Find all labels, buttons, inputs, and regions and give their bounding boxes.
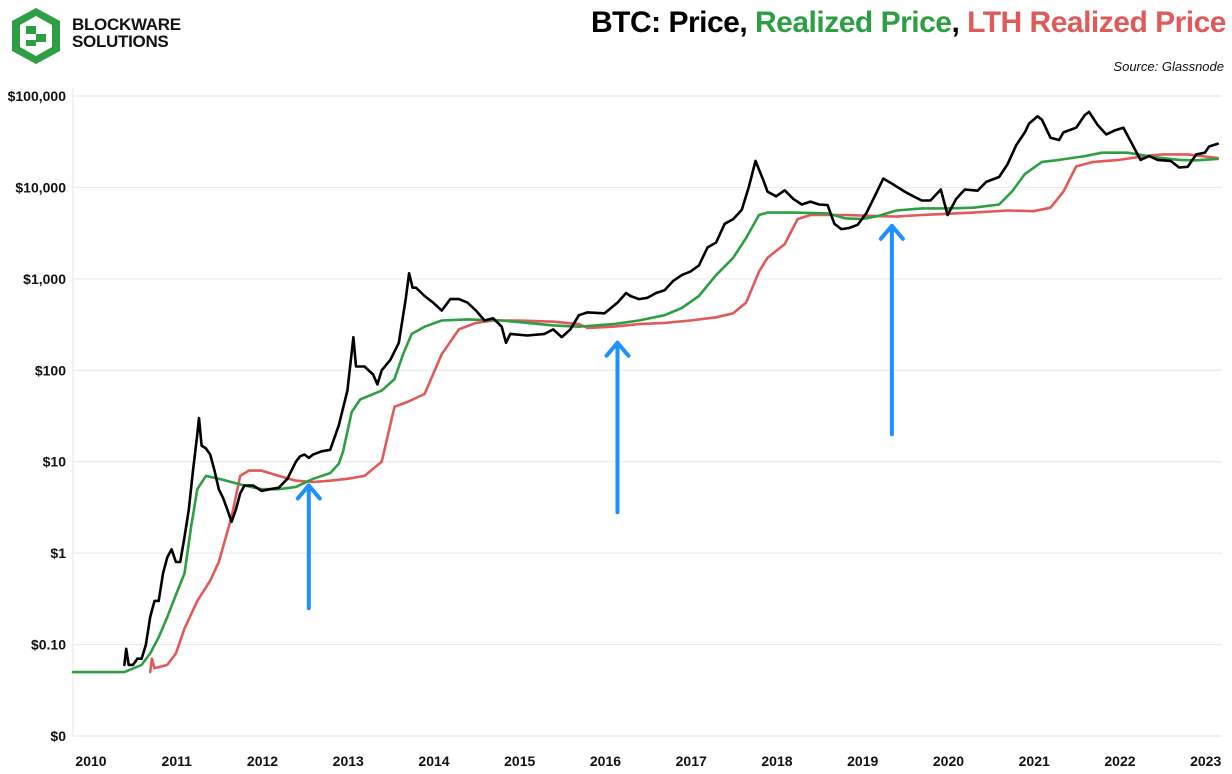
x-tick-label: 2020 bbox=[933, 753, 964, 769]
blockware-logo-icon bbox=[12, 8, 60, 64]
brand-name: BLOCKWARE SOLUTIONS bbox=[72, 16, 181, 50]
x-tick-label: 2015 bbox=[504, 753, 535, 769]
brand-line-2: SOLUTIONS bbox=[72, 32, 169, 51]
brand-line-1: BLOCKWARE bbox=[72, 15, 181, 34]
x-tick-label: 2013 bbox=[333, 753, 364, 769]
y-tick-label: $100 bbox=[35, 362, 66, 378]
brand-logo: BLOCKWARE SOLUTIONS bbox=[8, 6, 181, 70]
x-tick-label: 2016 bbox=[590, 753, 621, 769]
x-tick-label: 2021 bbox=[1019, 753, 1050, 769]
y-tick-label: $10 bbox=[43, 454, 67, 470]
x-tick-label: 2011 bbox=[162, 753, 193, 769]
x-tick-label: 2017 bbox=[676, 753, 707, 769]
x-tick-label: 2012 bbox=[247, 753, 278, 769]
title-price: BTC: Price bbox=[590, 6, 740, 39]
annotation-arrow bbox=[295, 483, 322, 611]
series-line-lth bbox=[148, 153, 1219, 674]
series-lines bbox=[71, 110, 1219, 674]
title-separator: , bbox=[739, 6, 756, 39]
annotation-arrow bbox=[604, 340, 631, 515]
y-tick-label: $100,000 bbox=[8, 88, 67, 104]
y-axis-labels: $0 $0.10 $1 $10 $100 $1,000 $10,000 $100,000 bbox=[8, 88, 67, 744]
source-note: Source: Glassnode bbox=[1113, 59, 1224, 74]
x-axis-labels: 2010 2011 2012 2013 2014 2015 2016 2017 2018 2019… bbox=[75, 753, 1221, 769]
x-tick-label: 2014 bbox=[418, 753, 449, 769]
y-tick-label: $0.10 bbox=[31, 637, 66, 653]
x-tick-label: 2019 bbox=[847, 753, 878, 769]
y-tick-label: $10,000 bbox=[15, 179, 66, 195]
x-tick-label: 2018 bbox=[761, 753, 792, 769]
annotation-arrows bbox=[295, 223, 905, 611]
y-tick-label: $1,000 bbox=[23, 271, 66, 287]
title-separator: , bbox=[951, 6, 968, 39]
series-line-price bbox=[123, 110, 1219, 667]
annotation-arrow bbox=[878, 223, 905, 437]
x-tick-label: 2010 bbox=[75, 753, 106, 769]
x-tick-label: 2022 bbox=[1104, 753, 1135, 769]
y-tick-label: $1 bbox=[50, 545, 66, 561]
grid-lines bbox=[72, 88, 1222, 737]
x-tick-label: 2023 bbox=[1190, 753, 1221, 769]
title-realized: Realized Price bbox=[755, 6, 952, 39]
title-lth: LTH Realized Price bbox=[967, 6, 1226, 39]
y-tick-label: $0 bbox=[50, 728, 66, 744]
series-line-realized bbox=[71, 151, 1219, 674]
chart-title: BTC: Price, Realized Price, LTH Realized… bbox=[590, 6, 1227, 40]
